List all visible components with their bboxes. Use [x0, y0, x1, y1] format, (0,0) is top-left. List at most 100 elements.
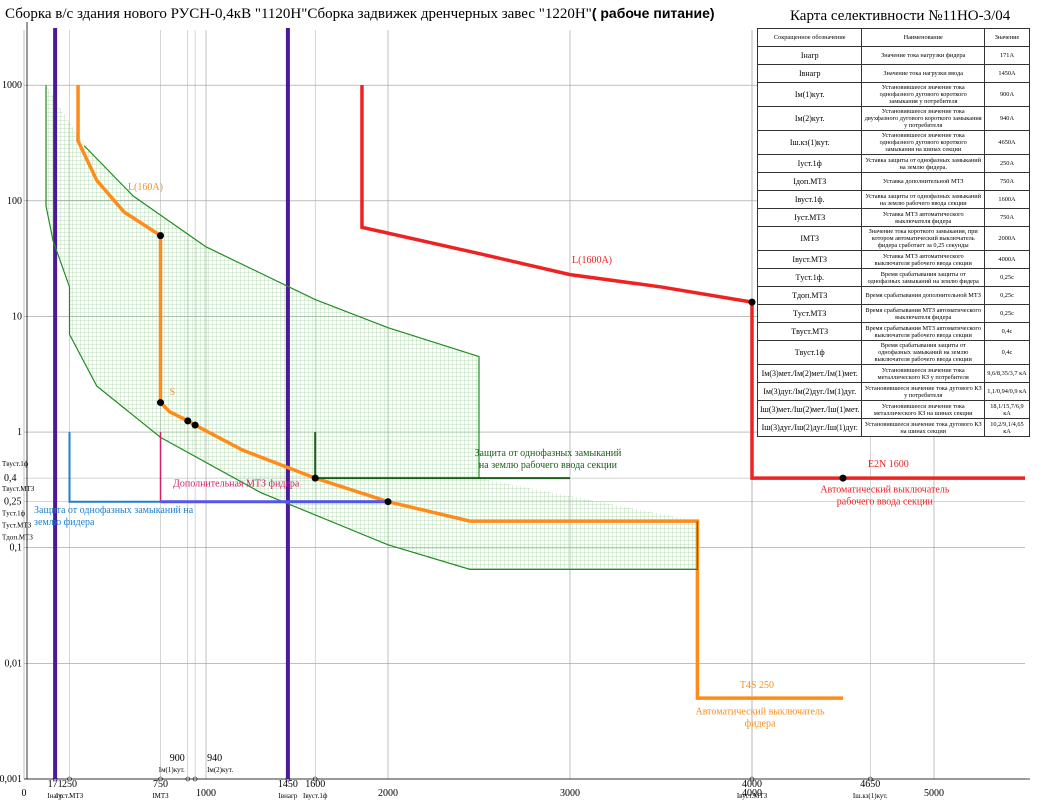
table-cell: Tвуст.МТЗ — [756, 322, 863, 341]
table-cell: 0,4с — [984, 322, 1030, 341]
table-cell: Iш(3)дуг./Iш(2)дуг./Iш(1)дуг. — [756, 418, 863, 437]
table-row: Сокращенное обозначение Наименование Значе… — [756, 28, 1030, 47]
x-mark-label: 250 — [62, 779, 77, 790]
table-cell: Установившееся значение тока двухфазного… — [861, 106, 985, 131]
legend-table: Сокращенное обозначение Наименование Значе… — [756, 28, 1030, 437]
series-line — [68, 432, 161, 503]
x-mark-symbol: Iнагр — [47, 792, 63, 800]
table-row: Iнагр Значение тока нагрузки фидера 171А — [756, 46, 1030, 65]
table-cell: Iш(3)мет./Iш(2)мет./Iш(1)мет. — [756, 400, 863, 419]
y-mark-symbol: Tуст.МТЗ — [2, 522, 32, 530]
x-tick-label: 2000 — [378, 788, 398, 799]
x-mark-symbol: Iвнагр — [278, 792, 297, 800]
annotation: Защита от однофазных замыканий на — [34, 505, 194, 516]
table-cell: Время срабатывания МТЗ автоматического в… — [861, 322, 985, 341]
y-mark-symbol: Tвуст.1ф — [2, 460, 29, 468]
chart-subtitle: Карта селективности №11НО-3/04 — [790, 8, 1011, 24]
x-tick-label: 5000 — [924, 788, 944, 799]
table-cell: Установившееся значение тока однофазного… — [861, 130, 985, 155]
table-row: Tвуст.МТЗ Время срабатывания МТЗ автомати… — [756, 322, 1030, 341]
point — [839, 474, 847, 482]
y-tick-label: 100 — [7, 196, 22, 207]
table-cell: 0,4с — [984, 340, 1030, 365]
table-cell: Iвуст.1ф. — [756, 190, 863, 209]
x-mark-label: 4650 — [860, 779, 880, 790]
table-cell: Iвнагр — [756, 64, 863, 83]
y-tick-label: 0,1 — [10, 543, 23, 554]
x-tick-label: 4000 — [742, 788, 762, 799]
table-cell: 750А — [984, 172, 1030, 191]
table-cell: 4000А — [984, 250, 1030, 269]
x-mark-symbol: IМТЗ — [152, 792, 169, 800]
table-cell: 1,1/0,94/0,9 кА — [984, 382, 1030, 401]
table-cell: 250А — [984, 154, 1030, 173]
x-tick-label: 1000 — [196, 788, 216, 799]
table-row: Iвуст.1ф. Уставка защиты от однофазных за… — [756, 190, 1030, 209]
y-tick-label: 0,001 — [0, 774, 22, 785]
table-cell: 0,25с — [984, 268, 1030, 287]
x-mark-label: 1450 — [278, 779, 298, 790]
x-mark-symbol: Iм(2)кут. — [207, 766, 233, 774]
x-mark-symbol: Iм(1)кут. — [159, 766, 185, 774]
table-cell: Iуст.1ф — [756, 154, 863, 173]
table-row: Iш(3)дуг./Iш(2)дуг./Iш(1)дуг. Установивше… — [756, 418, 1030, 437]
point — [191, 421, 199, 429]
point — [157, 232, 164, 240]
table-row: Iш.кз(1)кут. Установившееся значение тока… — [756, 130, 1030, 155]
annotation: Автоматический выключатель — [695, 707, 825, 718]
x-mark-symbol: Iвуст.1ф — [303, 792, 328, 800]
chart-title: Сборка в/с здания нового РУСН-0,4кВ "112… — [5, 5, 715, 22]
point — [157, 399, 164, 407]
y-mark-symbol: Tуст.1ф — [2, 510, 26, 518]
point — [184, 417, 192, 425]
table-row: Iм(1)кут. Установившееся значение тока од… — [756, 82, 1030, 107]
table-cell: 940А — [984, 106, 1030, 131]
table-cell: IМТЗ — [756, 226, 863, 251]
table-cell: Iнагр — [756, 46, 863, 65]
y-tick-label: 0,01 — [5, 658, 23, 669]
table-cell: Наименование — [861, 28, 985, 47]
y-mark-label: 0,25 — [4, 497, 22, 508]
table-cell: Значение тока короткого замыкания, при к… — [861, 226, 985, 251]
table-row: Iш(3)мет./Iш(2)мет./Iш(1)мет. Установивше… — [756, 400, 1030, 419]
table-cell: Tвуст.1ф — [756, 340, 863, 365]
annotation: L(160A) — [128, 182, 163, 193]
series-line — [45, 85, 698, 570]
table-cell: Tуст.МТЗ — [756, 304, 863, 323]
table-cell: 9,6/8,35/3,7 кА — [984, 364, 1030, 383]
y-tick-label: 1000 — [2, 80, 22, 91]
table-cell: Установившееся значение тока дугового КЗ… — [861, 382, 985, 401]
x-tick-label: 0 — [22, 788, 27, 799]
x-mark-symbol: Iуст.МТЗ — [56, 792, 84, 800]
table-cell: Время срабатывания дополнительной МТЗ — [861, 286, 985, 305]
y-mark-symbol: Tвуст.МТЗ — [2, 485, 35, 493]
y-mark-label: 0,4 — [4, 473, 17, 484]
table-cell: Уставка МТЗ автоматического выключателя … — [861, 250, 985, 269]
y-tick-label: 10 — [12, 311, 22, 322]
x-mark-label: 900 — [170, 753, 185, 764]
table-cell: 4650А — [984, 130, 1030, 155]
table-row: IМТЗ Значение тока короткого замыкания, п… — [756, 226, 1030, 251]
x-mark-symbol: Iш.кз(1)кут. — [853, 792, 888, 800]
table-row: Iм(3)мет./Iм(2)мет./Iм(1)мет. Установивше… — [756, 364, 1030, 383]
table-cell: 2000А — [984, 226, 1030, 251]
table-row: Iдоп.МТЗ Уставка дополнительной МТЗ 750А — [756, 172, 1030, 191]
table-row: Iвуст.МТЗ Уставка МТЗ автоматического вык… — [756, 250, 1030, 269]
x-mark-symbol: Iвуст.МТЗ — [737, 792, 768, 800]
table-cell: Iм(2)кут. — [756, 106, 863, 131]
table-cell: Уставка защиты от однофазных замыканий н… — [861, 190, 985, 209]
table-cell: 1600А — [984, 190, 1030, 209]
x-tick-label: 3000 — [560, 788, 580, 799]
table-row: Iвнагр Значение тока нагрузки ввода 1450А — [756, 64, 1030, 83]
series-line — [76, 85, 843, 700]
table-cell: Установившееся значение тока однофазного… — [861, 82, 985, 107]
x-mark-label: 171 — [48, 779, 63, 790]
table-cell: Значение тока нагрузки фидера — [861, 46, 985, 65]
table-cell: 750А — [984, 208, 1030, 227]
point — [311, 474, 319, 482]
annotation: землю фидера — [34, 517, 95, 528]
table-cell: Установившееся значение тока дугового КЗ… — [861, 418, 985, 437]
hatch-area — [46, 85, 698, 570]
table-cell: Уставка защиты от однофазных замыканий н… — [861, 154, 985, 173]
